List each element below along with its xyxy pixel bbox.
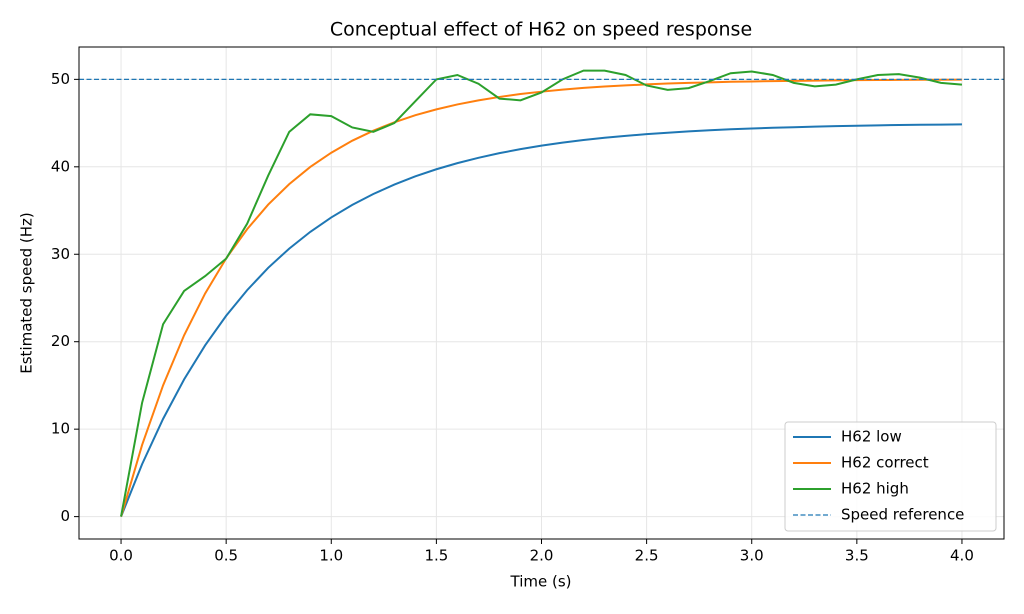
legend: H62 low H62 correct H62 high Speed referenc… xyxy=(784,421,997,532)
y-tick-label: 0 xyxy=(60,507,70,525)
y-tick-label: 40 xyxy=(51,157,70,175)
y-tick-label: 10 xyxy=(51,420,70,438)
x-tick-label: 3.5 xyxy=(845,547,869,565)
legend-box xyxy=(784,421,997,532)
x-tick-label: 2.0 xyxy=(530,547,554,565)
y-tick-label: 50 xyxy=(51,70,70,88)
y-tick-label: 30 xyxy=(51,245,70,263)
legend-label: H62 low xyxy=(841,428,902,446)
legend-label: H62 correct xyxy=(841,454,929,472)
x-tick-label: 3.0 xyxy=(740,547,764,565)
chart-title: Conceptual effect of H62 on speed respon… xyxy=(330,19,752,41)
x-axis-label: Time (s) xyxy=(510,573,572,591)
y-axis-label: Estimated speed (Hz) xyxy=(18,212,36,373)
x-tick-label: 0.0 xyxy=(109,547,133,565)
legend-label: H62 high xyxy=(841,480,909,498)
legend-label: Speed reference xyxy=(841,506,964,524)
x-tick-label: 4.0 xyxy=(950,547,974,565)
x-tick-label: 1.5 xyxy=(424,547,448,565)
line-series xyxy=(120,69,963,517)
plot-frame xyxy=(78,46,1005,540)
x-tick-label: 1.0 xyxy=(319,547,343,565)
y-tick-label: 20 xyxy=(51,332,70,350)
x-tick-label: 0.5 xyxy=(214,547,238,565)
x-tick-label: 2.5 xyxy=(635,547,659,565)
line-series xyxy=(120,123,962,517)
